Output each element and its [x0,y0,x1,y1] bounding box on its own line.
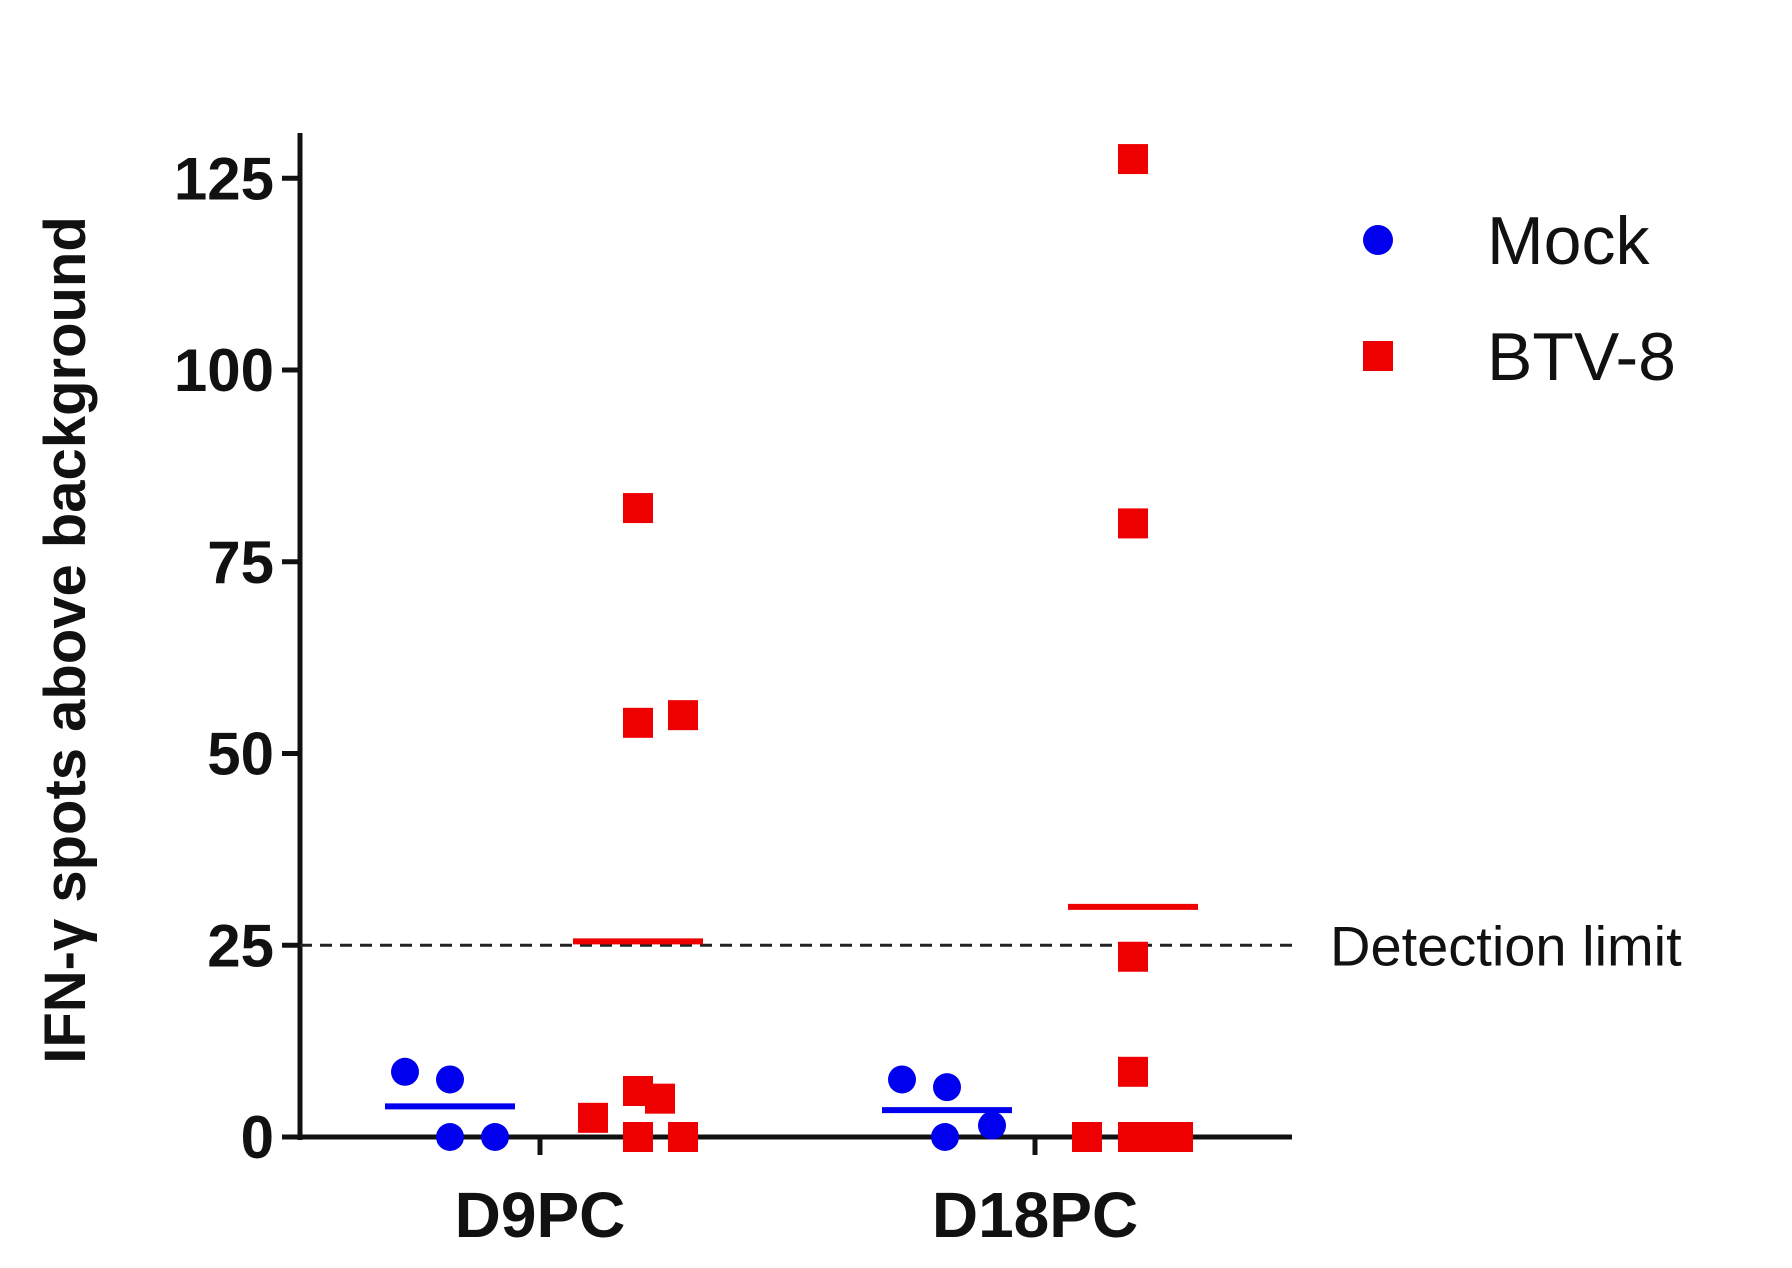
detection-limit-label: Detection limit [1330,914,1682,977]
legend: Mock BTV-8 [1363,203,1676,395]
data-point-mock [933,1073,961,1102]
data-point-btv8 [1118,508,1148,539]
data-point-btv8 [1072,1122,1102,1152]
data-point-btv8 [645,1083,675,1114]
y-tick-label: 50 [207,721,274,788]
data-marks [391,144,1193,1152]
x-tick-label: D9PC [455,1179,626,1251]
y-tick-label: 0 [241,1104,274,1171]
data-point-mock [436,1123,464,1151]
legend-label: Mock [1487,203,1650,279]
data-point-btv8 [668,1122,698,1152]
y-tick-label: 100 [174,337,274,404]
data-point-btv8 [1118,1056,1148,1087]
data-point-mock [391,1057,419,1086]
y-tick-label: 75 [207,529,274,596]
data-point-mock [481,1123,509,1151]
data-point-mock [888,1065,916,1094]
y-tick-label: 125 [174,145,274,212]
median-lines [385,903,1198,1114]
legend-marker-mock [1363,225,1393,255]
data-point-mock [931,1123,959,1151]
legend-marker-btv8 [1363,341,1393,371]
data-point-btv8 [1163,1122,1193,1152]
data-point-btv8 [623,1122,653,1152]
data-point-mock [978,1111,1006,1140]
legend-label: BTV-8 [1487,319,1676,395]
data-point-btv8 [668,700,698,731]
data-point-btv8 [623,707,653,738]
data-point-btv8 [623,493,653,524]
data-point-btv8 [1118,144,1148,175]
x-tick-label: D18PC [932,1179,1138,1251]
y-axis-label: IFN-γ spots above background [33,216,98,1064]
y-tick-label: 25 [207,912,274,979]
detection-limit: Detection limit [300,914,1682,977]
axes: 0 25 50 75 100 125 D9PC D18PC [174,133,1292,1251]
data-point-btv8 [578,1102,608,1133]
data-point-btv8 [1118,941,1148,972]
data-point-mock [436,1065,464,1094]
